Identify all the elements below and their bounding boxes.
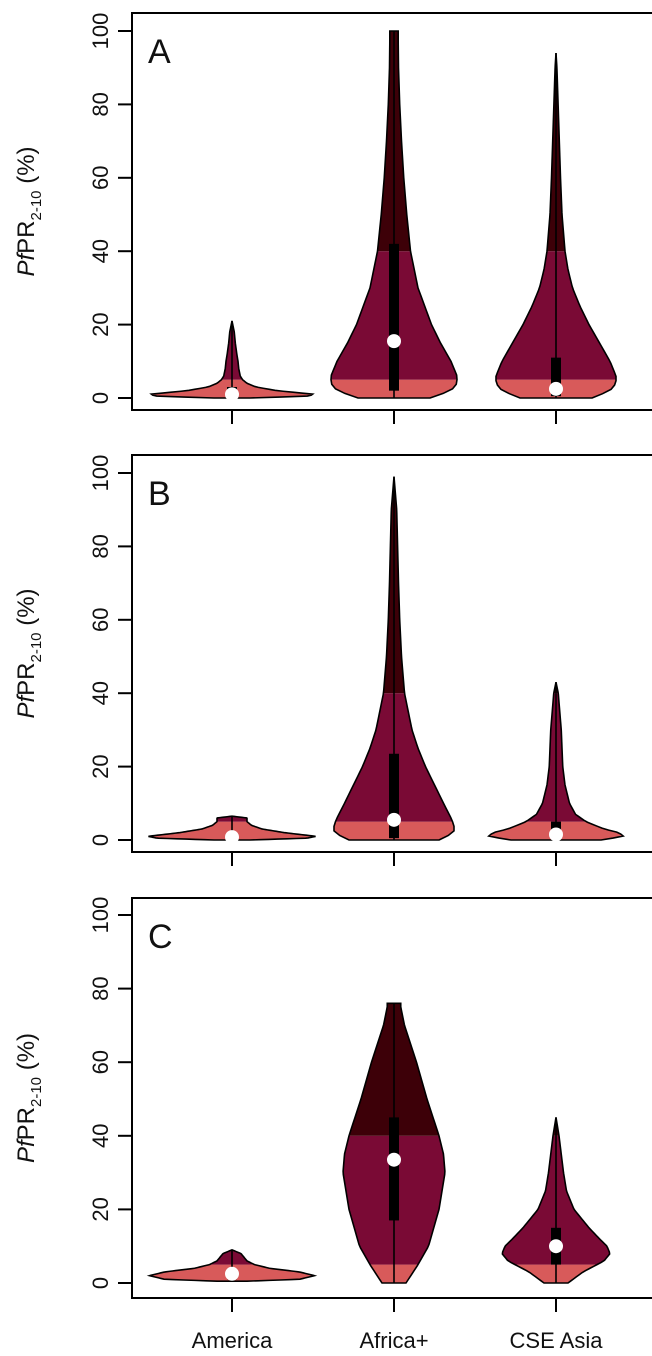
panel-c: 0 20 40 60 80 100 C PfPR2-10 (%) bbox=[13, 897, 652, 1312]
y-axis-label-main: PR bbox=[13, 663, 40, 696]
violin-median-dot bbox=[225, 1266, 239, 1281]
y-tick-label: 80 bbox=[88, 534, 113, 558]
y-axis-label-suffix: (%) bbox=[13, 588, 40, 632]
y-axis-label: PfPR2-10 (%) bbox=[13, 588, 45, 718]
violin-iqr-box bbox=[389, 1117, 399, 1221]
y-axis-label-prefix: Pf bbox=[13, 1138, 40, 1163]
y-tick-label: 60 bbox=[88, 608, 113, 632]
violin-median-dot bbox=[387, 812, 401, 827]
panel-frame bbox=[131, 897, 652, 1299]
y-tick-label: 60 bbox=[88, 166, 113, 190]
y-tick-label: 20 bbox=[88, 1197, 113, 1221]
violin-africa bbox=[333, 476, 455, 841]
violin-outline bbox=[148, 815, 316, 841]
y-axis-label-suffix: (%) bbox=[13, 146, 40, 190]
y-axis-label-prefix: Pf bbox=[13, 252, 40, 277]
violin-band-high bbox=[32, 466, 432, 694]
violin-median-dot bbox=[225, 387, 239, 402]
violin-outline bbox=[330, 30, 458, 399]
x-category-label: America bbox=[192, 1328, 273, 1353]
violin-iqr-box bbox=[389, 753, 399, 839]
panel-b: 0 20 40 60 80 100 B PfPR2-10 (%) bbox=[13, 454, 652, 866]
y-axis-label-sub: 2-10 bbox=[28, 190, 45, 220]
panel-a: 0 20 40 60 80 100 A PfPR2-10 (%) bbox=[13, 12, 652, 424]
y-tick-label: 0 bbox=[88, 1277, 113, 1289]
y-tick-label: 80 bbox=[88, 92, 113, 116]
y-axis-label-sub: 2-10 bbox=[28, 1077, 45, 1107]
y-axis-label: PfPR2-10 (%) bbox=[13, 1033, 45, 1163]
y-tick-label: 100 bbox=[88, 455, 113, 492]
y-tick-label: 80 bbox=[88, 976, 113, 1000]
violin-median-dot bbox=[225, 830, 239, 845]
violin-outline bbox=[342, 1002, 446, 1284]
y-tick-label: 60 bbox=[88, 1050, 113, 1074]
y-tick-label: 40 bbox=[88, 1124, 113, 1148]
y-axis-label-main: PR bbox=[13, 1107, 40, 1140]
violin-iqr-box bbox=[389, 243, 399, 391]
y-tick-label: 0 bbox=[88, 834, 113, 846]
violin-median-dot bbox=[387, 334, 401, 349]
y-axis-label-main: PR bbox=[13, 221, 40, 254]
y-tick-label: 100 bbox=[88, 13, 113, 50]
panel-letter: C bbox=[148, 918, 173, 956]
y-tick-label: 100 bbox=[88, 897, 113, 934]
violin-median-dot bbox=[549, 381, 563, 396]
y-axis-label-prefix: Pf bbox=[13, 694, 40, 719]
y-axis-label-suffix: (%) bbox=[13, 1033, 40, 1077]
violin-median-dot bbox=[549, 827, 563, 842]
y-tick-label: 20 bbox=[88, 754, 113, 778]
y-axis-label-sub: 2-10 bbox=[28, 632, 45, 662]
y-tick-label: 40 bbox=[88, 239, 113, 263]
violin-band-high bbox=[32, 24, 432, 252]
panel-frame bbox=[131, 12, 652, 411]
x-category-label: Africa+ bbox=[359, 1328, 428, 1353]
panel-letter: B bbox=[148, 475, 171, 513]
violin-iqr-box bbox=[551, 357, 561, 397]
y-tick-label: 40 bbox=[88, 681, 113, 705]
violin-median-dot bbox=[387, 1152, 401, 1167]
violin-median-dot bbox=[549, 1239, 563, 1254]
panel-frame bbox=[131, 454, 652, 853]
y-tick-label: 20 bbox=[88, 312, 113, 336]
y-tick-label: 0 bbox=[88, 392, 113, 404]
y-axis-label: PfPR2-10 (%) bbox=[13, 146, 45, 276]
x-category-label: CSE Asia bbox=[510, 1328, 604, 1353]
panel-letter: A bbox=[148, 33, 171, 71]
